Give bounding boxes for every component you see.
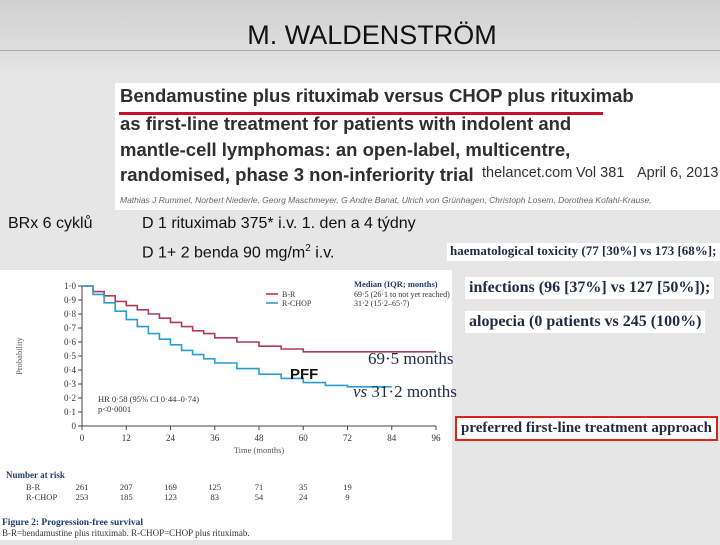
risk-value: 54 <box>255 492 264 502</box>
slide-title: M. WALDENSTRÖM <box>247 20 497 50</box>
x-tick-label: 48 <box>255 433 265 443</box>
risk-value: 123 <box>164 492 177 502</box>
infections-rate: infections (96 [37%] vs 127 [50%]); <box>465 277 715 299</box>
y-tick-label: 0·6 <box>64 337 76 347</box>
alopecia-rate: alopecia (0 patients vs 245 (100%) <box>465 311 706 333</box>
km-curve-rchop <box>82 285 392 388</box>
journal-date: April 6, 2013 <box>637 165 719 181</box>
risk-table-header: Number at risk <box>6 470 65 480</box>
y-tick-label: 0·2 <box>64 393 76 403</box>
haematological-toxicity: haematological toxicity (77 [30%] vs 173… <box>447 243 720 261</box>
y-tick-label: 0 <box>72 421 77 431</box>
regimen-day2-route: i.v. <box>310 244 335 262</box>
x-tick-label: 84 <box>387 433 397 443</box>
paper-title-line-3: mantle-cell lymphomas: an open-label, mu… <box>120 139 571 160</box>
x-tick-label: 36 <box>210 433 220 443</box>
x-tick-label: 96 <box>432 433 442 443</box>
legend-label: B-R <box>282 290 296 299</box>
hr-statistic: p<0·0001 <box>98 404 131 414</box>
pff-label: PFF <box>290 366 319 383</box>
paper-title-line-2: as first-line treatment for patients wit… <box>120 113 572 134</box>
x-tick-label: 24 <box>166 433 176 443</box>
journal-volume: Vol 381 <box>576 165 625 181</box>
risk-value: 9 <box>345 492 349 502</box>
regimen-label: BRx 6 cyklů <box>8 215 93 232</box>
risk-row-label: B-R <box>26 482 41 492</box>
paper-title-line-4: randomised, phase 3 non-inferiority tria… <box>120 164 474 185</box>
legend-title: Median (IQR; months) <box>354 279 438 289</box>
pfs-chart: 0 0·1 0·2 0·3 0·4 0·5 0·6 0·7 0·8 0·9 1·0 0 12 24 36 48… <box>2 279 450 538</box>
x-tick-label: 12 <box>122 433 131 443</box>
risk-value: 253 <box>76 492 89 502</box>
risk-value: 35 <box>299 482 308 492</box>
vs-text: vs <box>353 382 368 401</box>
title-divider <box>0 50 720 51</box>
paper-header: Bendamustine plus rituximab versus CHOP … <box>115 83 720 210</box>
rchop-median-value: 31·2 months <box>371 382 457 401</box>
regimen-day2-text: D 1+ 2 benda 90 mg/m <box>142 244 306 262</box>
y-tick-label: 0·9 <box>64 295 76 305</box>
legend-label: R-CHOP <box>282 299 312 308</box>
figure-caption-text: B-R=bendamustine plus rituximab. R-CHOP=… <box>2 528 250 538</box>
regimen-day1: D 1 rituximab 375* i.v. 1. den a 4 týdny <box>142 215 416 232</box>
y-tick-label: 0·7 <box>64 323 76 333</box>
risk-value: 169 <box>164 482 177 492</box>
km-curve-br <box>82 285 436 353</box>
preferred-treatment-box: preferred first-line treatment approach <box>455 416 718 441</box>
rchop-median-annotation: vs 31·2 months <box>353 382 457 402</box>
x-tick-label: 0 <box>80 433 85 443</box>
regimen-day2: D 1+ 2 benda 90 mg/m2 i.v. <box>142 243 334 262</box>
x-tick-label: 72 <box>343 433 352 443</box>
regimen-superscript: 2 <box>305 243 311 254</box>
y-axis-title: Probability <box>14 336 24 375</box>
y-tick-label: 1·0 <box>64 281 76 291</box>
y-tick-label: 0·4 <box>64 365 76 375</box>
y-tick-label: 0·8 <box>64 309 76 319</box>
title-band <box>0 0 720 72</box>
y-tick-label: 0·5 <box>64 351 76 361</box>
risk-row-label: R-CHOP <box>26 492 57 502</box>
legend-median: 31·2 (15·2–65·7) <box>354 299 410 308</box>
journal-name: thelancet.com <box>482 165 573 181</box>
br-median-annotation: 69·5 months <box>368 349 454 368</box>
y-tick-label: 0·3 <box>64 379 76 389</box>
risk-value: 83 <box>211 492 220 502</box>
hr-statistic: HR 0·58 (95% CI 0·44–0·74) <box>98 394 199 404</box>
x-axis-title: Time (months) <box>234 445 285 455</box>
risk-value: 261 <box>76 482 89 492</box>
risk-value: 125 <box>208 482 221 492</box>
paper-authors: Mathias J Rummel, Norbert Niederle, Geor… <box>120 195 652 205</box>
y-tick-label: 0·1 <box>64 407 76 417</box>
legend-median: 69·5 (26·1 to not yet reached) <box>354 290 450 299</box>
risk-value: 71 <box>255 482 264 492</box>
title-underline <box>119 112 603 115</box>
x-tick-label: 60 <box>299 433 309 443</box>
paper-title-line-1: Bendamustine plus rituximab versus CHOP … <box>120 85 634 106</box>
figure-caption-title: Figure 2: Progression-free survival <box>2 518 143 528</box>
risk-value: 207 <box>120 482 133 492</box>
risk-value: 24 <box>299 492 308 502</box>
risk-value: 185 <box>120 492 133 502</box>
pfs-figure: 0 0·1 0·2 0·3 0·4 0·5 0·6 0·7 0·8 0·9 1·0 0 12 24 36 48… <box>0 270 452 540</box>
risk-value: 19 <box>343 482 352 492</box>
